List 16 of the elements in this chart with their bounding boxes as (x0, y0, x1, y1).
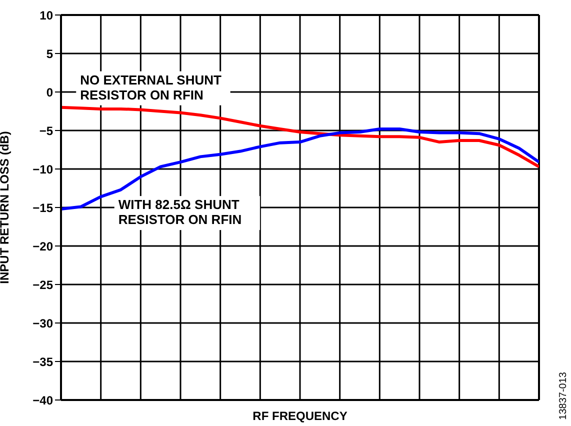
text: 13837-013 (558, 372, 569, 420)
y-tick-label: −25 (32, 278, 54, 292)
y-tick-label: 0 (46, 85, 54, 100)
x-axis-title: RF FREQUENCY (252, 409, 348, 423)
y-tick-label: −35 (32, 354, 54, 369)
y-tick-label: −10 (32, 162, 54, 176)
series-label: NO EXTERNAL SHUNT RESISTOR ON RFIN (80, 72, 222, 102)
y-tick-label: 5 (46, 46, 54, 61)
y-tick-label: −20 (32, 239, 54, 254)
y-axis-title: INPUT RETURN LOSS (dB) (0, 131, 12, 284)
y-tick-label: −15 (32, 200, 54, 215)
y-tick-label: −5 (39, 124, 54, 138)
y-tick-label: −30 (32, 316, 54, 330)
y-tick-label: −40 (32, 393, 54, 408)
series-label: WITH 82.5Ω SHUNT RESISTOR ON RFIN (118, 197, 242, 228)
y-tick-label: 10 (40, 8, 54, 22)
